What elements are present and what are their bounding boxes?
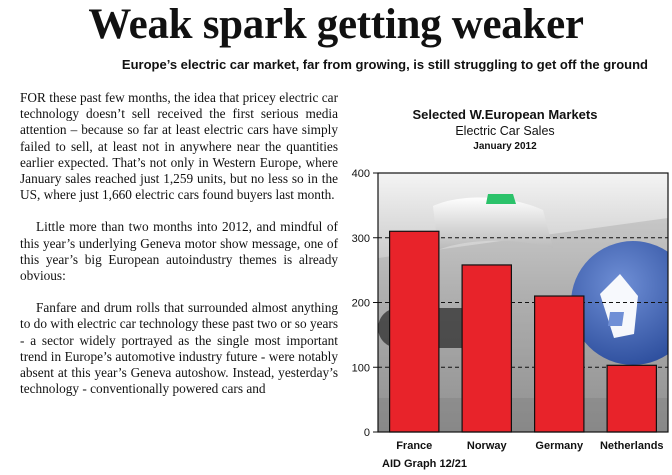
article-paragraph: FOR these past few months, the idea that…	[20, 90, 338, 203]
plot-frame	[377, 172, 669, 433]
x-category-label: Germany	[535, 440, 584, 452]
chart-date: January 2012	[473, 141, 537, 152]
bar-france	[388, 230, 440, 433]
article-body: FOR these past few months, the idea that…	[20, 90, 338, 413]
y-tick-label: 400	[352, 168, 370, 180]
bar-netherlands	[606, 364, 658, 433]
y-tick-label: 200	[352, 298, 370, 310]
bar-norway	[461, 264, 512, 433]
y-tick-label: 100	[352, 362, 370, 374]
x-category-label: Netherlands	[600, 440, 664, 452]
bar-germany	[534, 295, 585, 433]
y-tick-label: 0	[364, 427, 370, 439]
source-note: AID Graph 12/21	[382, 458, 467, 470]
chart-subtitle: Electric Car Sales	[455, 124, 555, 138]
y-tick-label: 300	[352, 233, 370, 245]
x-category-label: Norway	[467, 440, 508, 452]
subheadline: Europe’s electric car market, far from g…	[121, 57, 648, 72]
article-paragraph: Fanfare and drum rolls that surrounded a…	[20, 300, 338, 397]
article-paragraph: Little more than two months into 2012, a…	[20, 219, 338, 284]
bar-chart-svg: 0 100 200 300 400 France Norway Germany Netherl…	[352, 168, 669, 470]
x-category-label: France	[396, 440, 432, 452]
chart-title: Selected W.European Markets	[412, 107, 598, 122]
headline: Weak spark getting weaker	[88, 1, 584, 48]
sales-chart: Selected W.European Markets Electric Car…	[338, 98, 672, 475]
